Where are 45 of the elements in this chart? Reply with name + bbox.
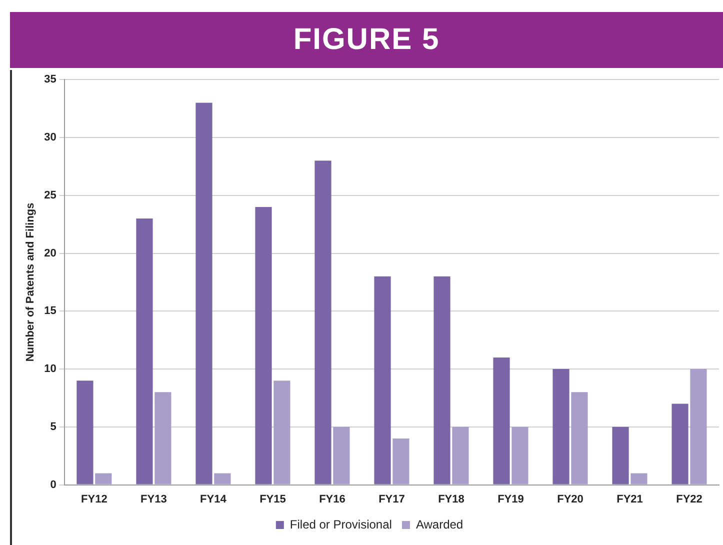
x-tick-label: FY22 <box>676 493 702 506</box>
chart-title: FIGURE 5 <box>10 12 723 68</box>
y-tick-label: 25 <box>44 189 56 202</box>
x-tick-label: FY12 <box>81 493 108 506</box>
bar <box>314 160 332 484</box>
bar <box>95 473 112 484</box>
y-tick-label: 20 <box>44 247 56 260</box>
bar <box>434 276 450 484</box>
y-tick-label: 10 <box>44 363 56 376</box>
bar <box>672 404 688 484</box>
bar <box>333 426 350 484</box>
legend-label: Filed or Provisional <box>290 517 392 532</box>
x-tick-label: FY20 <box>557 493 584 506</box>
bar <box>392 438 410 484</box>
bar <box>493 357 510 484</box>
bar <box>612 426 629 484</box>
x-tick-label: FY15 <box>260 493 286 506</box>
bar <box>136 218 153 484</box>
y-tick-label: 5 <box>50 420 56 433</box>
bar <box>512 426 528 484</box>
bar <box>630 473 648 484</box>
bar <box>374 276 391 484</box>
bar <box>154 392 172 484</box>
x-tick-label: FY18 <box>438 493 464 506</box>
y-tick-label: 0 <box>50 478 56 491</box>
x-tick-label: FY21 <box>616 493 643 506</box>
bar <box>571 392 588 484</box>
bar <box>690 369 707 484</box>
x-tick-label: FY13 <box>140 493 167 506</box>
bar <box>274 380 290 484</box>
bar <box>255 206 272 484</box>
bar <box>552 369 570 484</box>
x-tick-label: FY19 <box>498 493 524 506</box>
bar <box>196 102 212 484</box>
y-tick-label: 35 <box>44 74 56 86</box>
y-tick-label: 15 <box>44 305 56 318</box>
legend-label: Awarded <box>416 517 464 532</box>
bar <box>214 473 231 484</box>
bar <box>76 380 94 484</box>
x-tick-label: FY17 <box>378 493 405 506</box>
bar <box>452 426 469 484</box>
y-axis-title: Number of Patents and Filings <box>24 202 37 362</box>
x-tick-label: FY16 <box>319 493 346 506</box>
x-tick-label: FY14 <box>200 493 228 506</box>
y-tick-label: 30 <box>44 132 56 144</box>
